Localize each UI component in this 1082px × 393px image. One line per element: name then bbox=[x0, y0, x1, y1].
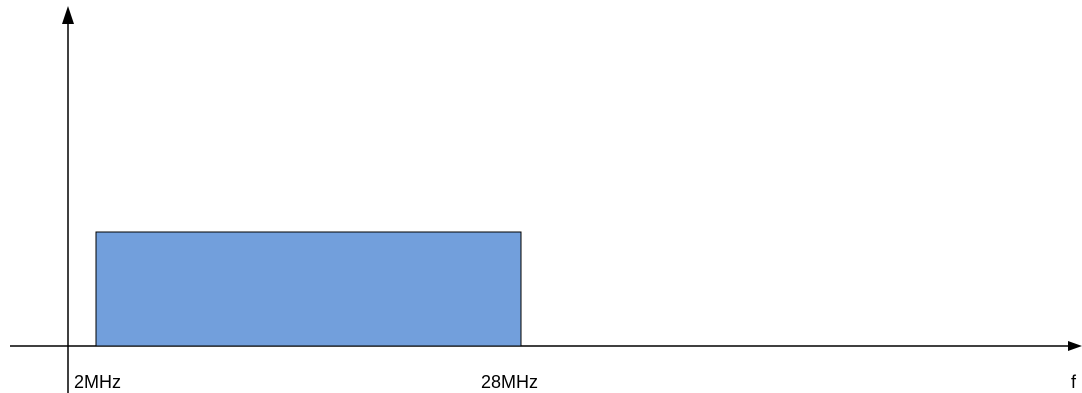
band-end-label: 28MHz bbox=[481, 372, 538, 392]
frequency-band bbox=[95, 231, 522, 347]
y-axis-arrowhead bbox=[62, 6, 74, 24]
frequency-axis-label: f bbox=[1071, 372, 1077, 392]
band-start-label: 2MHz bbox=[74, 372, 121, 392]
x-axis-arrowhead bbox=[1068, 341, 1082, 351]
